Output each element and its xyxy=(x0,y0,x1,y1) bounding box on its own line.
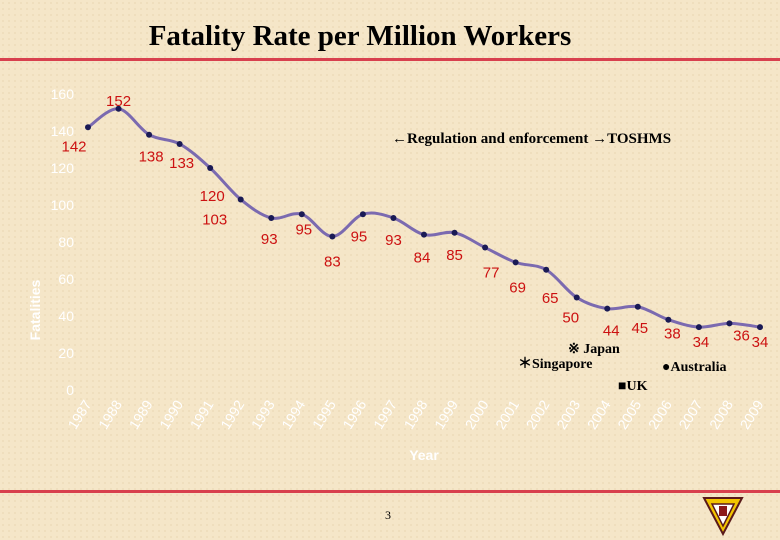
data-point xyxy=(390,214,397,221)
data-point xyxy=(146,131,153,138)
x-tick-label: 2004 xyxy=(584,397,614,432)
y-axis: 0 20 40 60 80 100 120 140 160 xyxy=(51,86,75,398)
x-tick-label: 2000 xyxy=(462,397,492,432)
x-axis-title: Year xyxy=(409,447,439,463)
chart-annotation: ＊Singapore xyxy=(518,357,592,372)
data-label: 93 xyxy=(261,231,278,248)
x-tick-label: 2007 xyxy=(675,397,705,432)
chart-annotation: ※ Japan xyxy=(568,342,620,357)
data-label: 84 xyxy=(414,250,431,267)
data-label: 103 xyxy=(202,211,227,228)
data-point xyxy=(268,214,275,221)
chart-annotation: ←Regulation and enforcement →TOSHMS xyxy=(392,131,671,147)
data-point xyxy=(237,196,244,203)
data-point xyxy=(359,211,366,218)
data-label: 93 xyxy=(385,232,402,249)
top-divider xyxy=(0,58,780,61)
data-label: 34 xyxy=(693,334,710,351)
data-point xyxy=(176,140,183,147)
emblem-logo-icon xyxy=(702,497,744,537)
data-point xyxy=(115,105,122,112)
data-point xyxy=(298,211,305,218)
data-label: 45 xyxy=(631,320,648,337)
bottom-divider xyxy=(0,490,780,493)
y-tick-label: 120 xyxy=(51,160,75,176)
data-point xyxy=(512,259,519,266)
data-label: 36 xyxy=(733,327,750,344)
x-tick-label: 1992 xyxy=(217,397,247,432)
y-axis-title: Fatalities xyxy=(27,279,43,340)
data-label: 34 xyxy=(752,334,769,351)
data-point xyxy=(665,316,672,323)
data-point xyxy=(482,244,489,251)
x-tick-label: 2008 xyxy=(706,397,736,432)
x-tick-label: 2009 xyxy=(736,397,766,432)
data-label: 138 xyxy=(139,149,164,166)
data-point xyxy=(85,124,91,131)
x-tick-label: 1997 xyxy=(370,397,400,432)
data-point xyxy=(604,305,611,312)
data-point xyxy=(726,320,733,327)
y-tick-label: 0 xyxy=(66,382,74,398)
y-tick-label: 60 xyxy=(58,271,74,287)
data-label: 38 xyxy=(664,326,681,343)
data-point xyxy=(695,324,702,331)
data-label: 142 xyxy=(61,138,86,155)
data-label: 95 xyxy=(351,228,368,245)
x-tick-label: 1991 xyxy=(187,397,217,432)
data-label: 83 xyxy=(324,253,341,270)
data-label: 85 xyxy=(446,247,463,264)
x-tick-label: 2002 xyxy=(523,397,553,432)
x-axis: 1987 1988 1989 1990 1991 1992 1993 1994 1995 1996… xyxy=(64,397,766,432)
data-label: 77 xyxy=(483,265,500,282)
x-tick-label: 1988 xyxy=(95,397,125,432)
y-tick-label: 40 xyxy=(58,308,74,324)
x-tick-label: 1996 xyxy=(339,397,369,432)
x-tick-label: 2001 xyxy=(492,397,522,432)
data-label: 44 xyxy=(603,323,620,340)
data-label: 50 xyxy=(562,310,579,327)
x-tick-label: 2005 xyxy=(614,397,644,432)
data-labels: 142 152 138 133 120 103 93 95 83 95 93 84 85 77 69 6550… xyxy=(61,93,768,351)
data-point xyxy=(207,165,214,171)
data-point xyxy=(634,303,641,310)
y-tick-label: 80 xyxy=(58,234,74,250)
slide-title: Fatality Rate per Million Workers xyxy=(148,20,572,52)
y-tick-label: 140 xyxy=(51,123,75,139)
x-tick-label: 1993 xyxy=(248,397,278,432)
chart-annotation: ●Australia xyxy=(662,360,726,375)
x-tick-label: 1999 xyxy=(431,397,461,432)
data-point xyxy=(421,231,427,238)
data-label: 95 xyxy=(295,221,312,238)
data-label: 133 xyxy=(169,155,194,172)
fatality-series xyxy=(85,105,763,331)
y-tick-label: 100 xyxy=(51,197,75,213)
data-label: 152 xyxy=(106,93,131,110)
x-tick-label: 1987 xyxy=(64,397,94,432)
x-tick-label: 2006 xyxy=(645,397,675,432)
page-number: 3 xyxy=(385,508,391,522)
x-tick-label: 1994 xyxy=(278,397,308,432)
x-tick-label: 2003 xyxy=(553,397,583,432)
annotations: ←Regulation and enforcement →TOSHMS ※ Jap… xyxy=(392,131,726,394)
x-tick-label: 1989 xyxy=(126,397,156,432)
data-point xyxy=(451,229,458,236)
data-label: 120 xyxy=(200,188,225,205)
y-tick-label: 20 xyxy=(58,345,74,361)
y-tick-label: 160 xyxy=(51,86,75,102)
data-point xyxy=(329,233,336,240)
x-tick-label: 1990 xyxy=(156,397,186,432)
data-point xyxy=(573,294,580,301)
chart-annotation: ■UK xyxy=(618,379,648,394)
x-tick-label: 1995 xyxy=(309,397,339,432)
data-point xyxy=(543,266,550,273)
data-point xyxy=(757,324,763,331)
x-tick-label: 1998 xyxy=(400,397,430,432)
data-label: 69 xyxy=(509,279,526,296)
data-label: 65 xyxy=(542,290,559,307)
